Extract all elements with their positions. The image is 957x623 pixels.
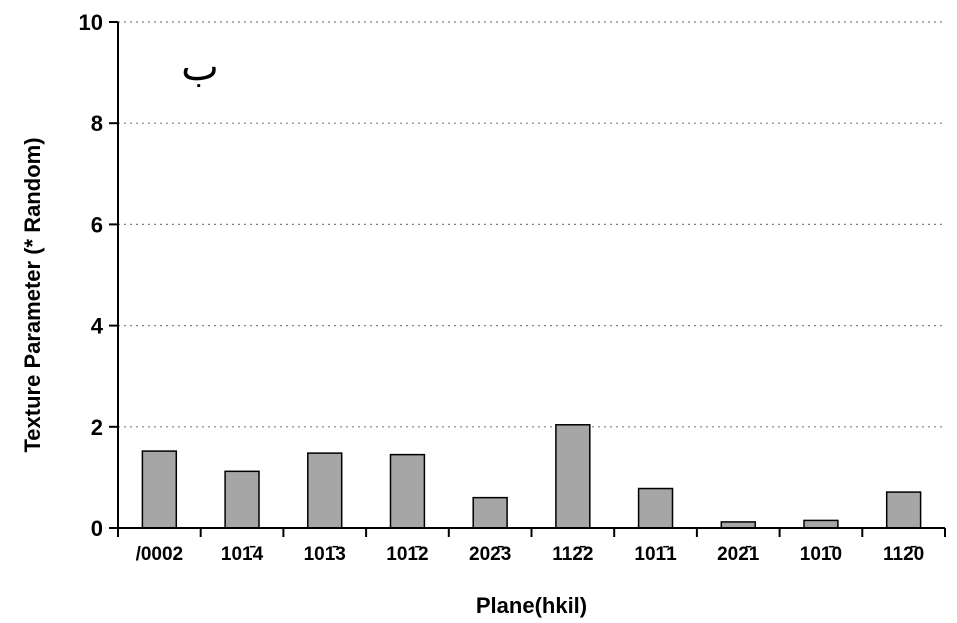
y-tick-label: 4 [91,314,104,339]
x-tick-label: /0002 [136,544,184,565]
x-tick-label: 101̄2 [386,544,428,565]
bar-5 [555,424,591,529]
bar-2 [307,452,343,529]
bar-0 [141,450,178,529]
bar-8 [803,519,839,529]
bar-6 [637,487,674,529]
y-tick-label: 8 [91,111,103,136]
y-tick-label: 10 [79,10,103,35]
y-tick-labels: 0 2 4 6 8 10 [79,10,104,541]
x-tick-labels: /0002 101̄4 101̄3 101̄2 202̄3 112̄2 101̄1 202̄1… [136,544,925,565]
axes [109,21,946,537]
x-tick-label: 101̄3 [304,544,346,565]
x-tick-label: 202̄3 [469,544,511,565]
x-tick-label: 202̄1 [717,544,760,565]
x-tick-label: 101̄0 [800,544,842,565]
y-tick-label: 0 [91,516,103,541]
bar-1 [224,470,260,529]
y-axis-title: Texture Parameter (* Random) [20,137,45,452]
y-tick-label: 6 [91,212,103,237]
bar-4 [472,496,508,529]
chart-annotation: ب [181,44,219,90]
y-tick-label: 2 [91,415,103,440]
x-tick-label: 101̄1 [634,544,677,565]
bar-9 [885,491,922,529]
x-tick-label: 101̄4 [221,544,264,565]
x-tick-label: 112̄0 [883,544,924,565]
x-axis-title: Plane(hkil) [476,593,587,618]
gridlines [118,21,945,428]
bar-3 [389,453,426,529]
x-tick-label: 112̄2 [552,544,593,565]
bars [141,424,922,529]
